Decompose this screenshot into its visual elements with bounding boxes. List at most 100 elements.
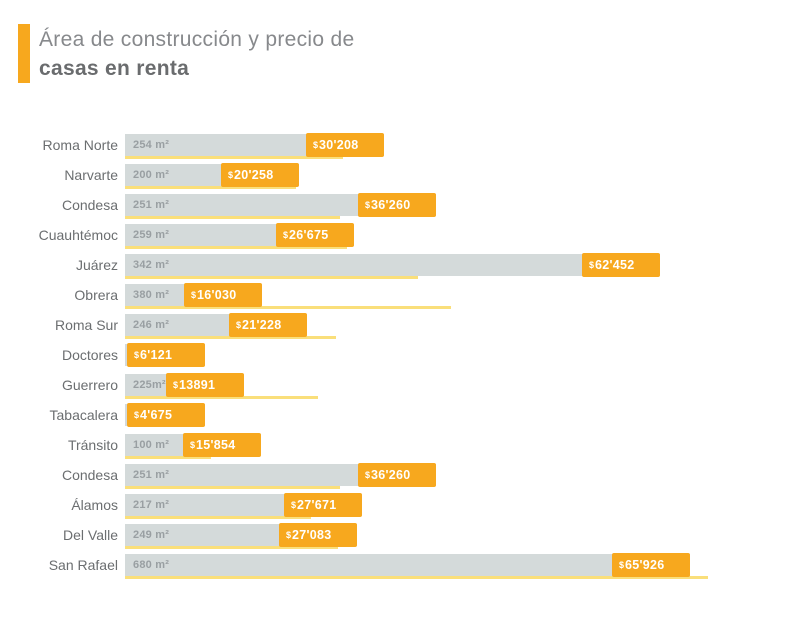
area-underline <box>125 186 296 189</box>
category-label: Tabacalera <box>49 407 119 423</box>
area-label: 217 m² <box>133 499 170 511</box>
price-bar: $4'675 <box>125 403 205 427</box>
area-label: 680 m² <box>133 559 170 571</box>
price-value: 16'030 <box>197 288 237 302</box>
chart-row: Juárez 342 m² $62'452 <box>0 253 800 279</box>
currency-symbol: $ <box>313 140 319 150</box>
price-value: 62'452 <box>595 258 635 272</box>
category-label: Juárez <box>75 257 118 273</box>
area-underline <box>125 246 347 249</box>
area-label: 225m² <box>133 379 166 391</box>
category-label: Guerrero <box>61 377 118 393</box>
price-value: 36'260 <box>371 468 411 482</box>
title-accent-bar <box>18 24 30 83</box>
chart-row: Condesa 251 m² $36'260 <box>0 463 800 489</box>
area-underline <box>125 276 418 279</box>
category-label: Del Valle <box>63 527 118 543</box>
chart-row: Tránsito 100 m² $15'854 <box>0 433 800 459</box>
currency-symbol: $ <box>191 290 197 300</box>
category-label: Tránsito <box>67 437 118 453</box>
price-value: 21'228 <box>242 318 282 332</box>
price-value: 30'208 <box>319 138 359 152</box>
chart-title-line1: Área de construcción y precio de <box>39 28 355 51</box>
price-badge: $4'675 <box>127 403 205 427</box>
price-bar: 254 m² $30'208 <box>125 133 384 157</box>
currency-symbol: $ <box>619 560 625 570</box>
chart-row: San Rafael 680 m² $65'926 <box>0 553 800 579</box>
currency-symbol: $ <box>365 470 371 480</box>
price-bar: 251 m² $36'260 <box>125 193 436 217</box>
category-label: Doctores <box>61 347 118 363</box>
area-label: 100 m² <box>133 439 170 451</box>
price-badge: $21'228 <box>229 313 307 337</box>
area-underline <box>125 516 311 519</box>
price-value: 6'121 <box>140 348 173 362</box>
chart-row: Narvarte 200 m² $20'258 <box>0 163 800 189</box>
price-value: 65'926 <box>625 558 665 572</box>
price-badge: $65'926 <box>612 553 690 577</box>
price-bar: 380 m² $16'030 <box>125 283 262 307</box>
currency-symbol: $ <box>286 530 292 540</box>
category-label: Obrera <box>74 287 118 303</box>
price-badge: $16'030 <box>184 283 262 307</box>
chart-row: Guerrero 225m² $13891 <box>0 373 800 399</box>
price-badge: $62'452 <box>582 253 660 277</box>
category-label: Cuauhtémoc <box>38 227 118 243</box>
price-bar: 259 m² $26'675 <box>125 223 354 247</box>
chart-header: Área de construcción y precio de casas e… <box>18 24 354 83</box>
category-label: Condesa <box>61 467 118 483</box>
price-value: 26'675 <box>289 228 329 242</box>
area-underline <box>125 216 340 219</box>
currency-symbol: $ <box>589 260 595 270</box>
price-badge: $27'671 <box>284 493 362 517</box>
currency-symbol: $ <box>173 380 179 390</box>
area-label: 251 m² <box>133 469 170 481</box>
price-bar: 100 m² $15'854 <box>125 433 261 457</box>
area-label: 259 m² <box>133 229 170 241</box>
chart-row: Roma Norte 254 m² $30'208 <box>0 133 800 159</box>
chart-row: Obrera 380 m² $16'030 <box>0 283 800 309</box>
price-badge: $36'260 <box>358 193 436 217</box>
price-badge: $26'675 <box>276 223 354 247</box>
category-label: Condesa <box>61 197 118 213</box>
chart-title-line2: casas en renta <box>39 57 190 80</box>
currency-symbol: $ <box>228 170 234 180</box>
price-value: 27'671 <box>297 498 337 512</box>
price-badge: $27'083 <box>279 523 357 547</box>
area-underline <box>125 396 318 399</box>
price-value: 4'675 <box>140 408 173 422</box>
price-badge: $6'121 <box>127 343 205 367</box>
price-bar: 342 m² $62'452 <box>125 253 660 277</box>
price-bar: $6'121 <box>125 343 205 367</box>
category-label: San Rafael <box>48 557 118 573</box>
price-badge: $36'260 <box>358 463 436 487</box>
area-underline <box>125 546 338 549</box>
category-label: Narvarte <box>64 167 118 183</box>
price-value: 27'083 <box>292 528 332 542</box>
price-value: 15'854 <box>196 438 236 452</box>
area-underline <box>125 456 211 459</box>
currency-symbol: $ <box>291 500 297 510</box>
chart-row: Roma Sur 246 m² $21'228 <box>0 313 800 339</box>
currency-symbol: $ <box>283 230 289 240</box>
area-label: 246 m² <box>133 319 170 331</box>
price-bar: 200 m² $20'258 <box>125 163 299 187</box>
price-badge: $30'208 <box>306 133 384 157</box>
price-badge: $15'854 <box>183 433 261 457</box>
price-value: 13891 <box>179 378 216 392</box>
price-badge: $13891 <box>166 373 244 397</box>
area-underline <box>125 486 340 489</box>
chart-title: Área de construcción y precio de casas e… <box>39 24 354 83</box>
chart-row: Doctores $6'121 <box>0 343 800 369</box>
chart-row: Álamos 217 m² $27'671 <box>0 493 800 519</box>
area-label: 251 m² <box>133 199 170 211</box>
area-label: 380 m² <box>133 289 170 301</box>
area-label: 200 m² <box>133 169 170 181</box>
area-underline <box>125 156 343 159</box>
category-label: Roma Norte <box>42 137 118 153</box>
price-value: 20'258 <box>234 168 274 182</box>
price-badge: $20'258 <box>221 163 299 187</box>
price-bar: 249 m² $27'083 <box>125 523 357 547</box>
area-label: 254 m² <box>133 139 170 151</box>
